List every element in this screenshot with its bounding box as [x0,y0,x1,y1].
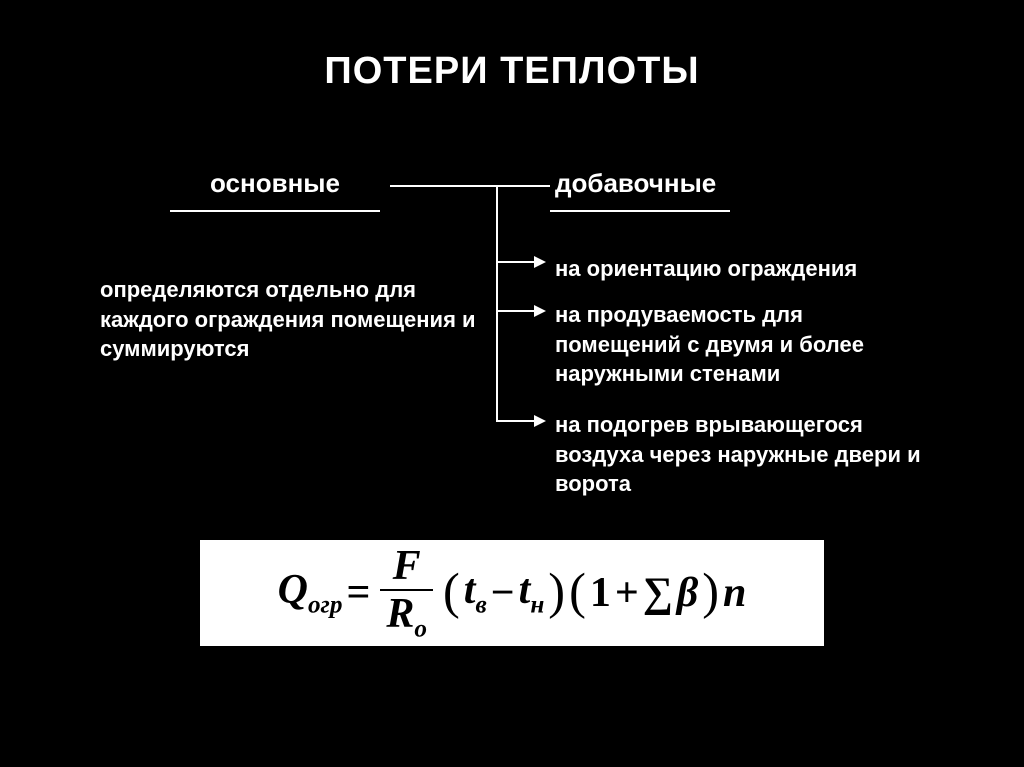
connector-top-line [390,185,550,187]
arrow-line-2 [496,310,538,312]
fraction-denominator: Ro [380,591,433,642]
arrow-head-icon [534,415,546,427]
right-column-header: добавочные [555,168,716,199]
formula-tv: t [464,567,476,613]
left-underline [170,210,380,212]
arrow-head-icon [534,256,546,268]
open-paren-1: ( [443,562,460,620]
left-column-body: определяются отдельно для каждого огражд… [100,275,480,364]
formula: Qогр = F Ro ( tв − tн ) ( 1 + ∑ β ) n [278,545,747,642]
formula-n: n [723,569,746,617]
close-paren-1: ) [548,562,565,620]
formula-tv-sub: в [475,592,486,619]
fraction-numerator: F [387,545,427,589]
formula-beta: β [677,569,699,617]
formula-fraction: F Ro [380,545,433,642]
arrow-head-icon [534,305,546,317]
connector-vertical-line [496,185,498,422]
formula-Q-sub: огр [308,592,343,619]
right-underline [550,210,730,212]
formula-minus: − [491,569,515,617]
right-item-1: на ориентацию ограждения [555,254,925,284]
formula-one: 1 [590,569,611,617]
arrow-line-3 [496,420,538,422]
formula-plus: + [615,569,639,617]
right-item-3: на подогрев врывающегося воздуха через н… [555,410,935,499]
formula-box: Qогр = F Ro ( tв − tн ) ( 1 + ∑ β ) n [200,540,824,646]
formula-Q: Q [278,567,308,613]
formula-tn: t [519,567,531,613]
left-column-header: основные [210,168,340,199]
arrow-line-1 [496,261,538,263]
formula-eq: = [346,569,370,617]
open-paren-2: ( [569,562,586,620]
right-item-2: на продуваемость для помещений с двумя и… [555,300,935,389]
close-paren-2: ) [702,562,719,620]
slide-title: ПОТЕРИ ТЕПЛОТЫ [0,50,1024,93]
sigma-icon: ∑ [643,569,673,617]
formula-tn-sub: н [530,592,544,619]
